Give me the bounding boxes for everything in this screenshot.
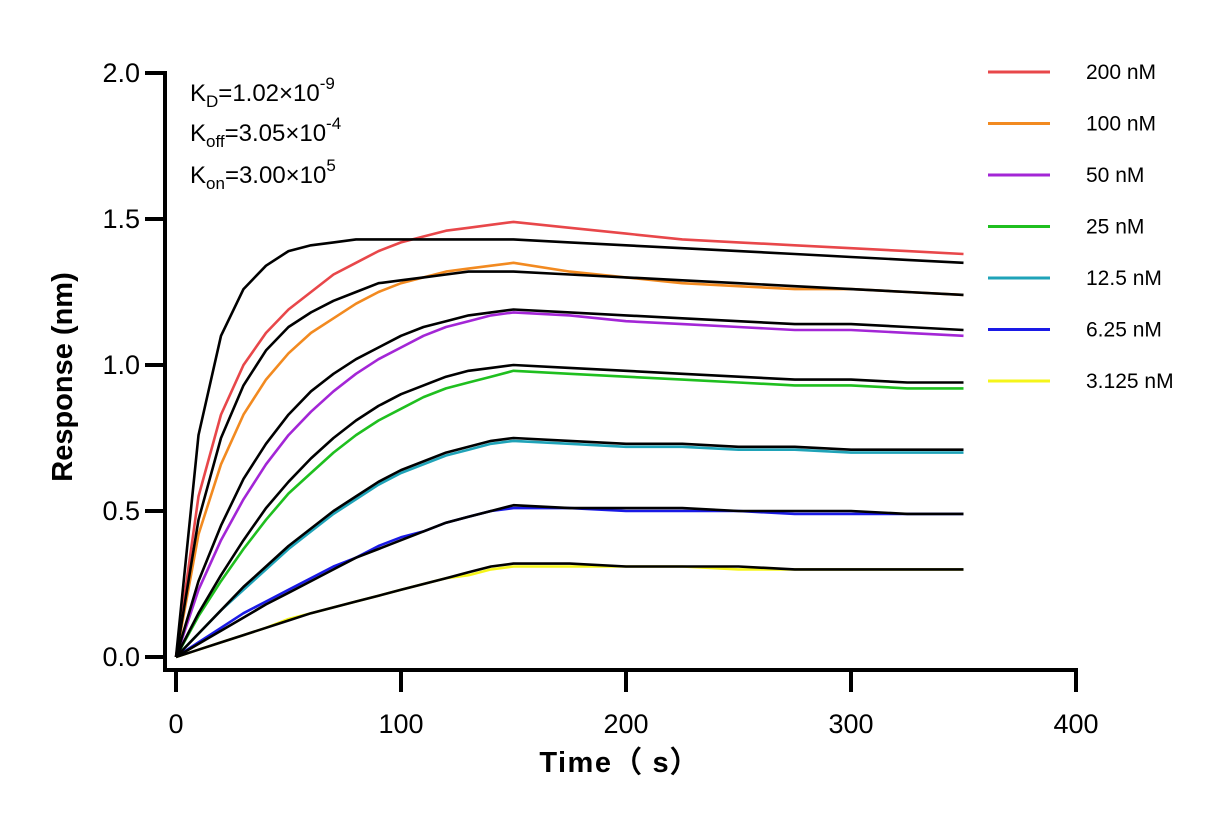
fit-line-0 [174, 238, 964, 658]
series-line-1 [174, 261, 964, 658]
y-tick-label: 2.0 [102, 58, 140, 88]
series-line-0 [174, 220, 964, 658]
koff-sub: off [206, 132, 225, 151]
x-axis-title: Time（ s） [539, 746, 700, 779]
axes: 0 100 200 300 400 0.0 0.5 1.0 1.5 2.0 [102, 58, 1098, 739]
kon-sub: on [206, 174, 225, 193]
x-tick-label: 200 [603, 709, 648, 739]
legend-label-1: 100 nM [1086, 113, 1156, 136]
x-tick-label: 0 [168, 709, 183, 739]
series-line-5 [175, 506, 964, 659]
fit-line-2 [174, 308, 964, 658]
svg-text:KD=1.02×10-9: KD=1.02×10-9 [190, 74, 335, 111]
x-tick-label: 100 [378, 709, 423, 739]
kon-exp: 5 [326, 156, 335, 175]
legend-label-6: 3.125 nM [1086, 370, 1174, 393]
koff-base: K [190, 120, 206, 147]
svg-text:Koff=3.05×10-4: Koff=3.05×10-4 [190, 114, 341, 151]
fit-line-4 [175, 436, 964, 658]
annotation-kon: Kon=3.00×105 [190, 156, 336, 193]
x-tick-label: 300 [828, 709, 873, 739]
legend-label-0: 200 nM [1086, 61, 1156, 84]
fit-line-1 [174, 270, 964, 658]
fit-line-3 [174, 363, 964, 658]
plot-lines [174, 220, 964, 659]
legend-label-4: 12.5 nM [1086, 267, 1162, 290]
series-line-3 [174, 369, 964, 658]
kon-value: =3.00×10 [225, 162, 326, 189]
series-line-2 [174, 311, 964, 658]
y-tick-label: 1.0 [102, 350, 140, 380]
y-tick-label: 0.5 [102, 496, 140, 526]
koff-exp: -4 [326, 114, 341, 133]
series-line-4 [175, 439, 964, 658]
fit-line-5 [175, 503, 964, 659]
x-tick-label: 400 [1053, 709, 1098, 739]
y-tick-label: 1.5 [102, 204, 140, 234]
legend: 200 nM 100 nM 50 nM 25 nM 12.5 nM 6.25 nM 3.12… [988, 61, 1174, 393]
legend-label-3: 25 nM [1086, 216, 1144, 239]
legend-label-5: 6.25 nM [1086, 319, 1162, 342]
y-tick-label: 0.0 [102, 642, 140, 672]
koff-value: =3.05×10 [225, 120, 326, 147]
y-axis-title: Response (nm) [47, 272, 79, 481]
legend-label-2: 50 nM [1086, 164, 1144, 187]
annotation-kd: KD=1.02×10-9 [190, 74, 335, 111]
annotation-koff: Koff=3.05×10-4 [190, 114, 341, 151]
kd-exp: -9 [320, 74, 335, 93]
kd-sub: D [206, 92, 218, 111]
svg-text:Kon=3.00×105: Kon=3.00×105 [190, 156, 336, 193]
kon-base: K [190, 162, 206, 189]
fit-line-6 [175, 562, 964, 659]
series-line-6 [175, 565, 964, 659]
kd-value: =1.02×10 [218, 80, 319, 107]
kd-base: K [190, 80, 206, 107]
